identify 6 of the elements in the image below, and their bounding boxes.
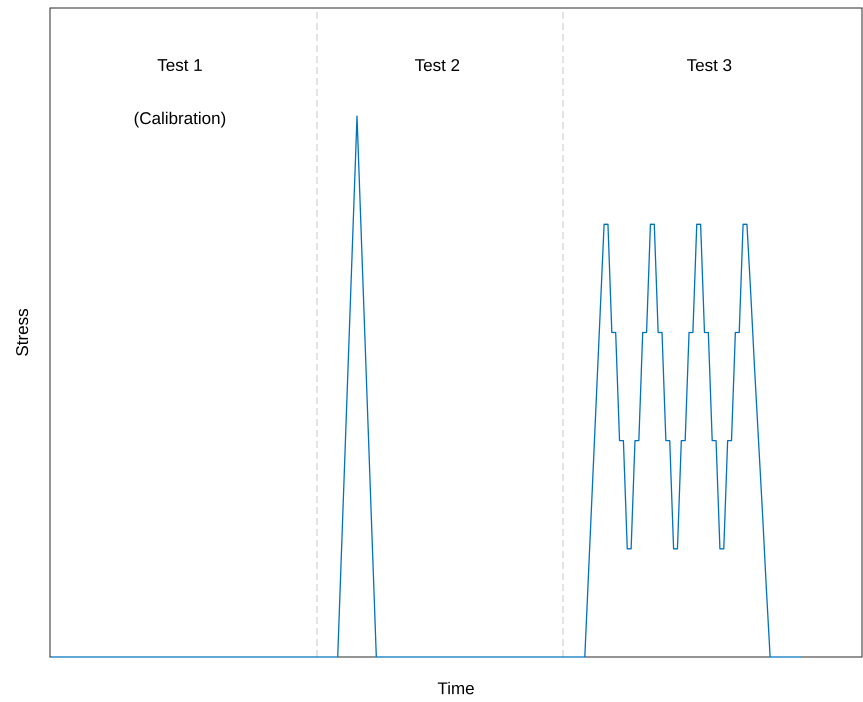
annotation: (Calibration): [134, 112, 226, 128]
text: Test 3: [687, 59, 732, 72]
x-axis-title: Time: [438, 682, 474, 694]
text: Test 2: [415, 59, 460, 72]
y-axis-title: Stress: [16, 309, 28, 356]
text: Test 1: [158, 59, 202, 72]
